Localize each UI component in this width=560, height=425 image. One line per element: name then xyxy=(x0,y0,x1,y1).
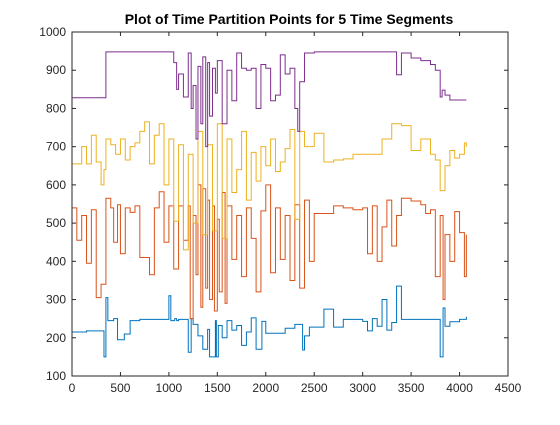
axes-frame xyxy=(71,31,509,377)
x-tick-label: 2000 xyxy=(252,381,279,395)
y-tick-label: 600 xyxy=(46,178,66,192)
y-tick-label: 700 xyxy=(46,140,66,154)
y-tick-label: 200 xyxy=(46,331,66,345)
x-tick-label: 500 xyxy=(110,381,130,395)
series-1-line xyxy=(72,285,467,358)
y-tick-label: 300 xyxy=(46,293,66,307)
y-tick-label: 100 xyxy=(46,369,66,383)
x-tick-label: 3000 xyxy=(349,381,376,395)
y-tick-label: 900 xyxy=(46,63,66,77)
x-tick-label: 4000 xyxy=(446,381,473,395)
x-tick-label: 2500 xyxy=(301,381,328,395)
chart-title: Plot of Time Partition Points for 5 Time… xyxy=(125,11,454,27)
x-tick-label: 1500 xyxy=(204,381,231,395)
y-tick-label: 500 xyxy=(46,216,66,230)
y-tick-label: 1000 xyxy=(39,25,66,39)
series-4-line xyxy=(72,51,467,148)
x-tick-label: 3500 xyxy=(398,381,425,395)
x-tick-label: 4500 xyxy=(495,381,522,395)
series-2-line xyxy=(72,184,467,320)
y-tick-label: 800 xyxy=(46,101,66,115)
series-3-line xyxy=(72,121,467,251)
y-tick-label: 400 xyxy=(46,254,66,268)
x-tick-label: 1000 xyxy=(156,381,183,395)
x-tick-label: 0 xyxy=(69,381,76,395)
